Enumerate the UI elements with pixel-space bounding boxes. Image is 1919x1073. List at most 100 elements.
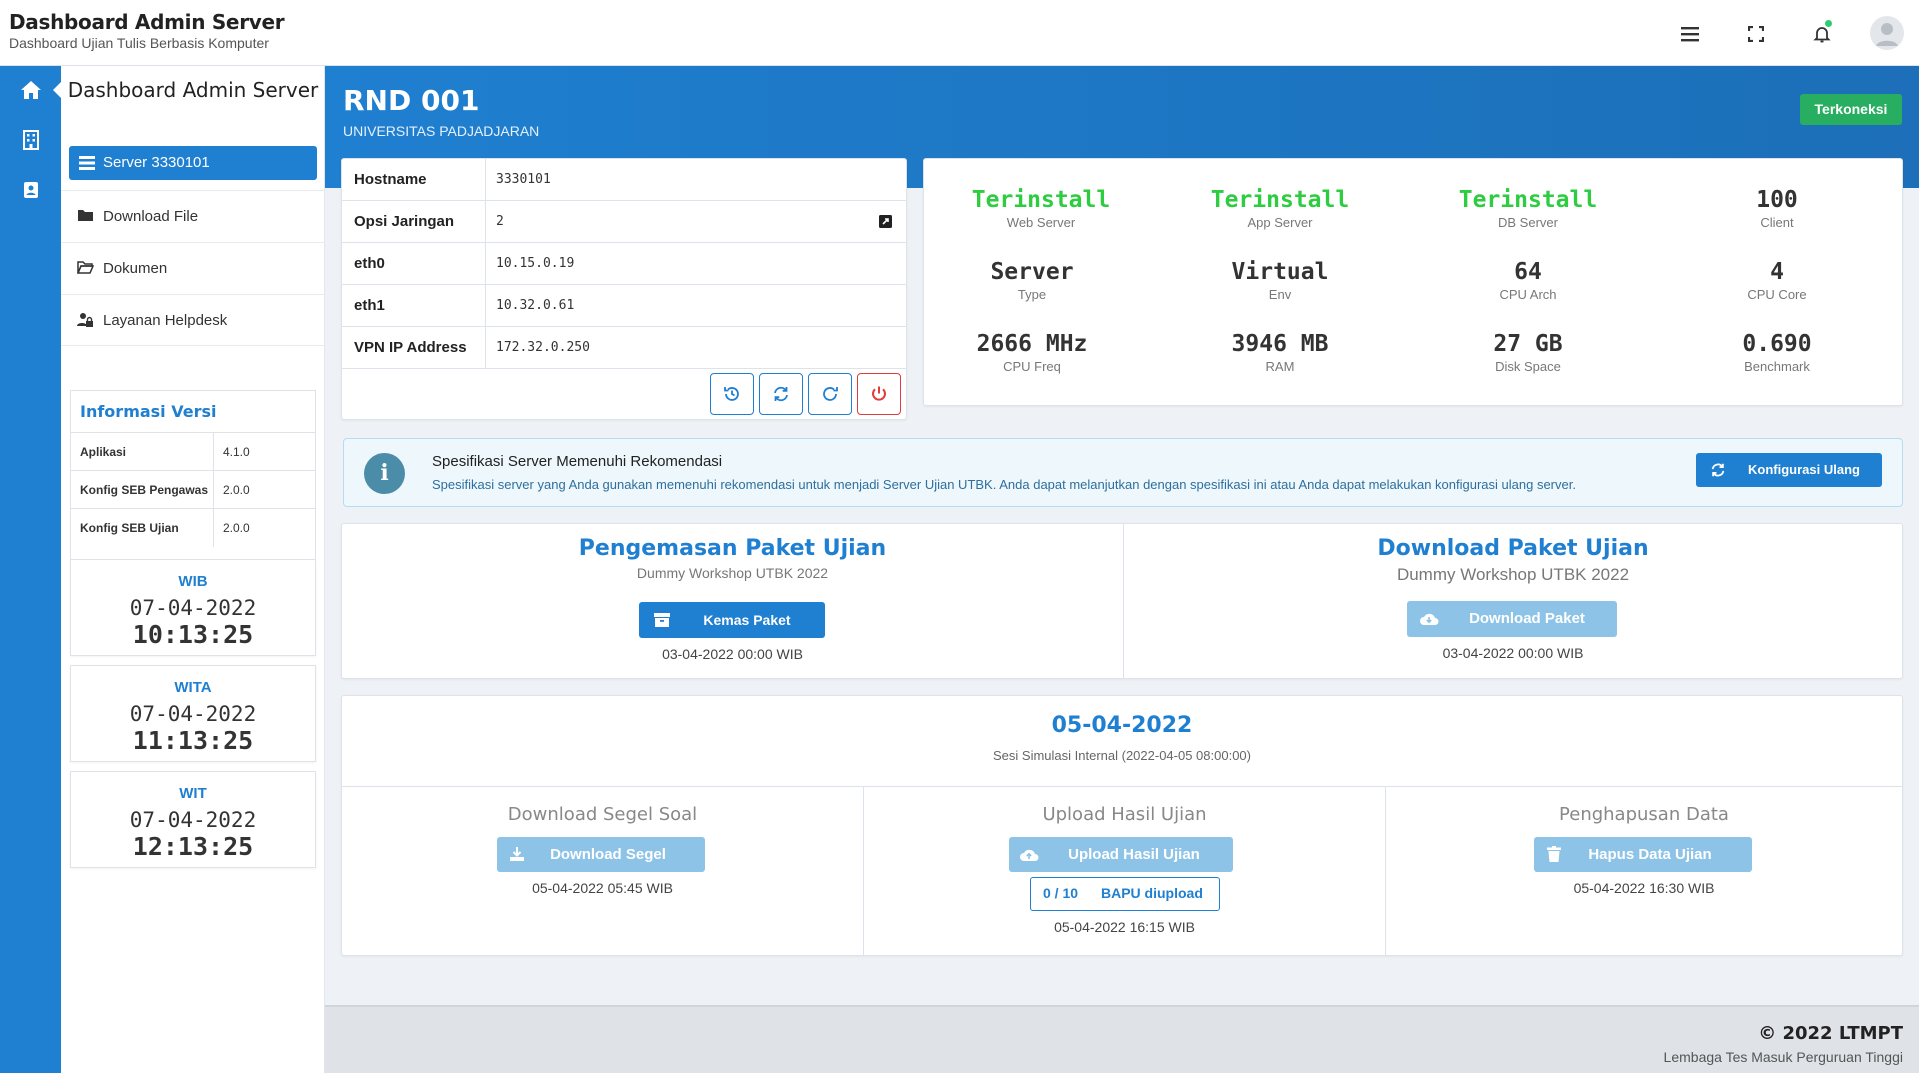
session-subtitle: Sesi Simulasi Internal (2022-04-05 08:00… bbox=[993, 748, 1251, 763]
version-info-title: Informasi Versi bbox=[71, 391, 315, 433]
clock-zone: WIT bbox=[179, 785, 207, 802]
stat-label: Client bbox=[1760, 215, 1794, 230]
info-row-eth0: eth0 10.15.0.19 bbox=[342, 243, 906, 285]
connection-status-badge: Terkoneksi bbox=[1800, 94, 1902, 125]
footer-org: Lembaga Tes Masuk Perguruan Tinggi bbox=[1663, 1049, 1903, 1065]
stat-web-server: Terinstall Web Server bbox=[941, 187, 1141, 230]
version-row: Konfig SEB Pengawas 2.0.0 bbox=[71, 471, 315, 509]
upload-hasil-label: Upload Hasil Ujian bbox=[1068, 846, 1200, 863]
info-row-eth1: eth1 10.32.0.61 bbox=[342, 285, 906, 327]
notification-bell-icon[interactable] bbox=[1806, 18, 1838, 50]
version-value: 2.0.0 bbox=[223, 483, 250, 497]
sidebar-menu: Dashboard Admin Server Server 3330101 Do… bbox=[61, 66, 325, 1073]
sync-button[interactable] bbox=[759, 373, 803, 415]
sync-icon bbox=[774, 386, 788, 402]
bapu-label: BAPU diupload bbox=[1101, 885, 1203, 901]
info-value-wrap: 2 bbox=[486, 201, 906, 242]
stat-label: Env bbox=[1268, 287, 1292, 302]
session-card: 05-04-2022 Sesi Simulasi Internal (2022-… bbox=[341, 695, 1903, 956]
download-date: 03-04-2022 00:00 WIB bbox=[1442, 645, 1584, 661]
server-info-card: Hostname 3330101 Opsi Jaringan 2 eth0 10.15… bbox=[341, 158, 907, 420]
stat-app-server: Terinstall App Server bbox=[1180, 187, 1380, 230]
building-icon[interactable] bbox=[0, 116, 61, 164]
stat-value: Virtual bbox=[1231, 259, 1329, 285]
server-name: RND 001 bbox=[343, 84, 480, 117]
stat-label: Web Server bbox=[1006, 215, 1076, 230]
stat-value: Terinstall bbox=[971, 187, 1111, 213]
sidebar-item-dokumen[interactable]: Dokumen bbox=[61, 242, 325, 294]
segel-date: 05-04-2022 05:45 WIB bbox=[532, 880, 673, 896]
sidebar-item-download-file[interactable]: Download File bbox=[61, 190, 325, 242]
info-row-hostname: Hostname 3330101 bbox=[342, 159, 906, 201]
sidebar-item-helpdesk[interactable]: Layanan Helpdesk bbox=[61, 294, 325, 346]
download-segel-label: Download Segel bbox=[550, 846, 666, 863]
download-subtitle: Dummy Workshop UTBK 2022 bbox=[1396, 565, 1630, 584]
sidebar-item-label: Layanan Helpdesk bbox=[103, 312, 228, 329]
stat-cpu-arch: 64 CPU Arch bbox=[1428, 259, 1628, 302]
download-paket-label: Download Paket bbox=[1469, 610, 1585, 627]
segel-heading: Download Segel Soal bbox=[507, 804, 698, 825]
clock-zone: WITA bbox=[174, 679, 212, 696]
app-subtitle: Dashboard Ujian Tulis Berbasis Komputer bbox=[9, 35, 269, 51]
reconfigure-button[interactable]: Konfigurasi Ulang bbox=[1696, 453, 1882, 487]
stat-ram: 3946 MB RAM bbox=[1180, 331, 1380, 374]
bapu-count: 0 / 10 bbox=[1043, 885, 1079, 901]
download-paket-button[interactable]: Download Paket bbox=[1407, 601, 1617, 637]
alert-title: Spesifikasi Server Memenuhi Rekomendasi bbox=[432, 453, 723, 470]
download-segel-button[interactable]: Download Segel bbox=[497, 837, 705, 872]
info-row-vpn: VPN IP Address 172.32.0.250 bbox=[342, 327, 906, 369]
hapus-data-label: Hapus Data Ujian bbox=[1588, 846, 1712, 863]
hapus-date: 05-04-2022 16:30 WIB bbox=[1573, 880, 1715, 896]
version-value: 2.0.0 bbox=[223, 521, 250, 535]
upload-heading: Upload Hasil Ujian bbox=[1042, 804, 1207, 825]
stat-db-server: Terinstall DB Server bbox=[1428, 187, 1628, 230]
download-title: Download Paket Ujian bbox=[1377, 536, 1649, 561]
clock-wib: WIB 07-04-2022 10:13:25 bbox=[70, 559, 316, 656]
stat-label: RAM bbox=[1265, 359, 1295, 374]
restart-button[interactable] bbox=[808, 373, 852, 415]
stat-cpu-core: 4 CPU Core bbox=[1677, 259, 1877, 302]
stat-benchmark: 0.690 Benchmark bbox=[1677, 331, 1877, 374]
divider bbox=[342, 786, 1902, 787]
info-value: 10.15.0.19 bbox=[496, 256, 575, 271]
stat-label: Disk Space bbox=[1495, 359, 1561, 374]
hapus-section: Penghapusan Data Hapus Data Ujian 05-04-… bbox=[1386, 787, 1902, 955]
stat-value: Terinstall bbox=[1210, 187, 1350, 213]
version-row: Konfig SEB Ujian 2.0.0 bbox=[71, 509, 315, 547]
contact-book-icon[interactable] bbox=[0, 166, 61, 214]
trash-icon bbox=[1547, 846, 1561, 862]
pack-section: Pengemasan Paket Ujian Dummy Workshop UT… bbox=[342, 524, 1124, 678]
stat-value: Server bbox=[990, 259, 1074, 285]
sidebar-item-label: Download File bbox=[103, 208, 199, 225]
hapus-data-button[interactable]: Hapus Data Ujian bbox=[1534, 837, 1752, 872]
stat-env: Virtual Env bbox=[1180, 259, 1380, 302]
sidebar-item-server[interactable]: Server 3330101 bbox=[69, 146, 317, 180]
stat-label: CPU Arch bbox=[1499, 287, 1557, 302]
hapus-heading: Penghapusan Data bbox=[1559, 804, 1729, 825]
user-lock-icon bbox=[77, 313, 93, 327]
hamburger-menu-icon[interactable] bbox=[1674, 18, 1706, 50]
info-row-network: Opsi Jaringan 2 bbox=[342, 201, 906, 243]
notification-dot bbox=[1825, 20, 1832, 27]
alert-text: Spesifikasi server yang Anda gunakan mem… bbox=[432, 477, 1576, 492]
power-button[interactable] bbox=[857, 373, 901, 415]
external-link-icon[interactable] bbox=[879, 215, 892, 228]
sidebar-item-server-label: Server 3330101 bbox=[103, 154, 210, 171]
kemas-paket-button[interactable]: Kemas Paket bbox=[639, 602, 825, 638]
stat-label: CPU Freq bbox=[1003, 359, 1061, 374]
server-stats-card: Terinstall Web Server Terinstall App Serve… bbox=[923, 158, 1903, 406]
stat-label: Type bbox=[1017, 287, 1047, 302]
redo-icon bbox=[823, 387, 838, 401]
clock-date: 07-04-2022 bbox=[129, 596, 257, 620]
upload-hasil-button[interactable]: Upload Hasil Ujian bbox=[1009, 837, 1233, 872]
version-row: Aplikasi 4.1.0 bbox=[71, 433, 315, 471]
home-icon[interactable] bbox=[0, 66, 61, 114]
info-key: eth0 bbox=[342, 243, 486, 284]
stat-value: 100 bbox=[1756, 187, 1798, 213]
stat-disk-space: 27 GB Disk Space bbox=[1428, 331, 1628, 374]
fullscreen-icon[interactable] bbox=[1740, 18, 1772, 50]
history-button[interactable] bbox=[710, 373, 754, 415]
footer: © 2022 LTMPT Lembaga Tes Masuk Perguruan… bbox=[325, 1005, 1919, 1073]
user-avatar[interactable] bbox=[1870, 16, 1904, 50]
bapu-upload-status[interactable]: 0 / 10 BAPU diupload bbox=[1030, 877, 1220, 911]
